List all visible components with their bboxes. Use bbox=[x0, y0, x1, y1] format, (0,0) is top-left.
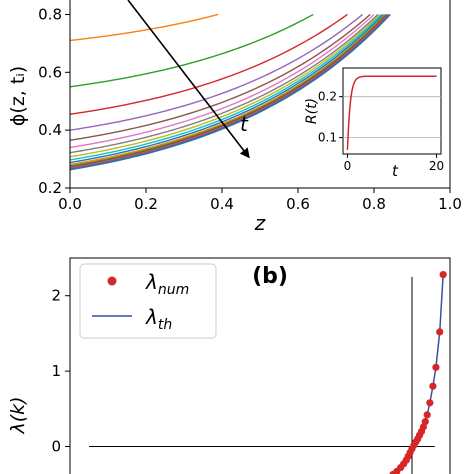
b-theory-curve bbox=[392, 274, 444, 474]
a-series-line-5 bbox=[70, 13, 375, 149]
a-series-line-2 bbox=[70, 13, 348, 115]
a-x-tick-label-2: 0.4 bbox=[210, 195, 234, 213]
b-y-tick-label-0: 0 bbox=[51, 438, 61, 456]
b-point-23 bbox=[436, 328, 444, 336]
a-x-tick-label-3: 0.6 bbox=[286, 195, 310, 213]
b-legend-th-symbol: λ bbox=[145, 305, 158, 329]
b-legend-num-symbol: λ bbox=[145, 270, 158, 294]
inset-r-curve bbox=[346, 75, 437, 150]
a-x-axis-label: z bbox=[254, 211, 266, 235]
b-legend-th-subscript: th bbox=[158, 317, 172, 333]
a-x-tick-label-4: 0.8 bbox=[362, 195, 386, 213]
a-y-tick-label-3: 0.8 bbox=[38, 5, 62, 23]
a-series-line-4 bbox=[70, 13, 371, 141]
a-series-line-3 bbox=[70, 13, 364, 131]
b-y-ticks: 0 1 2 bbox=[51, 287, 70, 456]
a-series-line-10 bbox=[70, 13, 386, 166]
b-point-24 bbox=[439, 270, 447, 279]
inset-x-tick-label-0: 0 bbox=[344, 159, 352, 173]
a-series-line-0 bbox=[70, 13, 219, 42]
b-legend-num-subscript: num bbox=[158, 282, 189, 298]
a-series-line-1 bbox=[70, 13, 314, 88]
a-y-tick-label-1: 0.4 bbox=[38, 121, 62, 139]
inset-y-axis-label: R(t) bbox=[304, 98, 320, 124]
a-series-line-9 bbox=[70, 13, 384, 164]
a-y-axis-label: ϕ(z, tᵢ) bbox=[7, 66, 29, 126]
b-legend: λnum λth bbox=[79, 263, 217, 339]
a-series-line-7 bbox=[70, 13, 381, 158]
panel-b: 012 λ(k) (b) λnum λth bbox=[7, 257, 451, 474]
a-x-tick-label-0: 0.0 bbox=[58, 195, 82, 213]
b-point-20 bbox=[426, 399, 434, 407]
inset-grid bbox=[343, 96, 441, 139]
inset-x-tick-label-1: 20 bbox=[429, 159, 444, 173]
a-series-line-14 bbox=[70, 13, 390, 170]
b-axes-frame bbox=[69, 257, 451, 474]
a-arrow bbox=[127, 0, 250, 159]
inset-x-axis-label: t bbox=[392, 162, 399, 180]
inset-y-tick-label-0: 0.1 bbox=[318, 131, 337, 145]
b-legend-label-th: λth bbox=[145, 305, 172, 333]
b-point-19 bbox=[423, 411, 431, 419]
inset-y-ticks: 0.1 0.2 bbox=[318, 90, 343, 145]
a-y-ticks: 0.2 0.4 0.6 0.8 bbox=[38, 5, 70, 197]
a-y-tick-label-2: 0.6 bbox=[38, 63, 62, 81]
a-series-group bbox=[70, 13, 391, 171]
inset-x-ticks: 0 20 bbox=[344, 154, 444, 173]
inset-y-tick-label-1: 0.2 bbox=[318, 90, 337, 104]
inset-background bbox=[342, 67, 442, 155]
b-y-tick-label-1: 1 bbox=[51, 362, 61, 380]
a-series-line-15 bbox=[70, 13, 391, 171]
b-numeric-points bbox=[386, 270, 447, 474]
panel-a: t 0.0 0.2 0.4 0.6 0.8 1.0 0.20.40.60.8 z ϕ(z,… bbox=[7, 0, 462, 235]
a-y-tick-label-0: 0.2 bbox=[38, 179, 62, 197]
a-series-line-12 bbox=[70, 13, 388, 168]
a-series-line-8 bbox=[70, 13, 383, 161]
b-point-18 bbox=[421, 418, 429, 426]
b-point-22 bbox=[432, 363, 440, 371]
a-x-tick-label-1: 0.2 bbox=[134, 195, 158, 213]
a-x-ticks: 0.0 0.2 0.4 0.6 0.8 1.0 bbox=[58, 188, 462, 213]
inset-chart: 0 20 0.1 0.2 t R(t) bbox=[304, 67, 444, 180]
a-series-line-11 bbox=[70, 13, 387, 167]
b-point-21 bbox=[429, 382, 437, 390]
b-legend-label-num: λnum bbox=[145, 270, 189, 298]
b-legend-marker-num bbox=[107, 276, 117, 286]
b-y-axis-label: λ(k) bbox=[7, 396, 29, 434]
b-y-tick-label-2: 2 bbox=[51, 287, 61, 305]
b-panel-label: (b) bbox=[252, 264, 288, 289]
a-axes-frame bbox=[69, 0, 451, 189]
a-arrow-label: t bbox=[240, 112, 249, 136]
a-x-tick-label-5: 1.0 bbox=[438, 195, 462, 213]
a-series-line-6 bbox=[70, 13, 379, 154]
